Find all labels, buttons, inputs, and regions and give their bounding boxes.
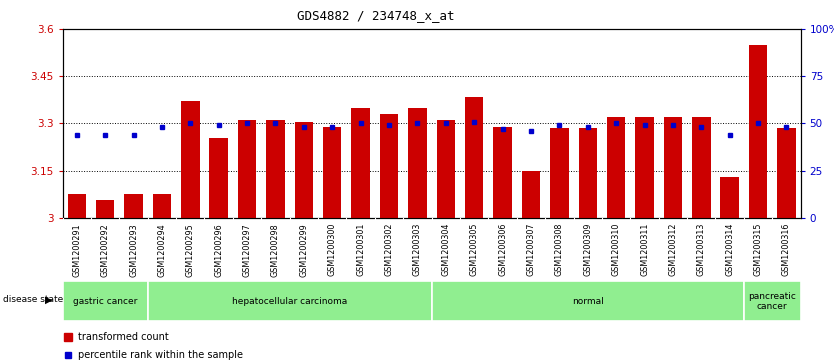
Bar xyxy=(153,194,171,218)
Text: GSM1200314: GSM1200314 xyxy=(726,223,734,276)
Text: GSM1200293: GSM1200293 xyxy=(129,223,138,277)
Text: gastric cancer: gastric cancer xyxy=(73,297,138,306)
Text: GSM1200291: GSM1200291 xyxy=(73,223,81,277)
Bar xyxy=(323,127,341,218)
Text: pancreatic
cancer: pancreatic cancer xyxy=(748,291,796,311)
Bar xyxy=(181,101,199,218)
Bar xyxy=(721,177,739,218)
Bar xyxy=(63,281,148,321)
Bar xyxy=(579,128,597,218)
Text: GSM1200295: GSM1200295 xyxy=(186,223,195,277)
Bar xyxy=(777,128,796,218)
Text: hepatocellular carcinoma: hepatocellular carcinoma xyxy=(232,297,347,306)
Text: GSM1200296: GSM1200296 xyxy=(214,223,224,277)
Bar xyxy=(607,117,626,218)
Bar xyxy=(436,120,455,218)
Text: GSM1200307: GSM1200307 xyxy=(526,223,535,276)
Bar xyxy=(68,194,86,218)
Text: GSM1200299: GSM1200299 xyxy=(299,223,309,277)
Bar xyxy=(209,138,228,218)
Text: normal: normal xyxy=(572,297,604,306)
Bar xyxy=(744,281,801,321)
Bar xyxy=(749,45,767,218)
Bar xyxy=(124,194,143,218)
Bar xyxy=(692,117,711,218)
Text: transformed count: transformed count xyxy=(78,332,168,342)
Bar xyxy=(494,127,512,218)
Bar xyxy=(148,281,432,321)
Bar xyxy=(664,117,682,218)
Text: ▶: ▶ xyxy=(45,294,53,305)
Text: GSM1200312: GSM1200312 xyxy=(668,223,677,276)
Text: GSM1200297: GSM1200297 xyxy=(243,223,252,277)
Text: GSM1200308: GSM1200308 xyxy=(555,223,564,276)
Text: percentile rank within the sample: percentile rank within the sample xyxy=(78,350,243,360)
Text: GSM1200309: GSM1200309 xyxy=(583,223,592,276)
Bar xyxy=(522,171,540,218)
Text: GSM1200294: GSM1200294 xyxy=(158,223,167,277)
Bar xyxy=(379,114,399,218)
Text: GSM1200292: GSM1200292 xyxy=(101,223,109,277)
Text: disease state: disease state xyxy=(3,295,63,304)
Bar xyxy=(351,108,369,218)
Text: GDS4882 / 234748_x_at: GDS4882 / 234748_x_at xyxy=(297,9,454,22)
Bar xyxy=(550,128,569,218)
Bar xyxy=(266,120,284,218)
Bar xyxy=(465,97,484,218)
Text: GSM1200303: GSM1200303 xyxy=(413,223,422,276)
Text: GSM1200298: GSM1200298 xyxy=(271,223,280,277)
Bar xyxy=(96,200,114,218)
Bar xyxy=(238,120,256,218)
Text: GSM1200302: GSM1200302 xyxy=(384,223,394,276)
Bar xyxy=(636,117,654,218)
Text: GSM1200311: GSM1200311 xyxy=(640,223,649,276)
Text: GSM1200301: GSM1200301 xyxy=(356,223,365,276)
Text: GSM1200313: GSM1200313 xyxy=(696,223,706,276)
Text: GSM1200316: GSM1200316 xyxy=(782,223,791,276)
Text: GSM1200305: GSM1200305 xyxy=(470,223,479,276)
Text: GSM1200306: GSM1200306 xyxy=(498,223,507,276)
Text: GSM1200315: GSM1200315 xyxy=(754,223,762,276)
Bar xyxy=(432,281,744,321)
Bar xyxy=(408,108,427,218)
Bar xyxy=(294,122,313,218)
Text: GSM1200300: GSM1200300 xyxy=(328,223,337,276)
Text: GSM1200310: GSM1200310 xyxy=(611,223,620,276)
Text: GSM1200304: GSM1200304 xyxy=(441,223,450,276)
